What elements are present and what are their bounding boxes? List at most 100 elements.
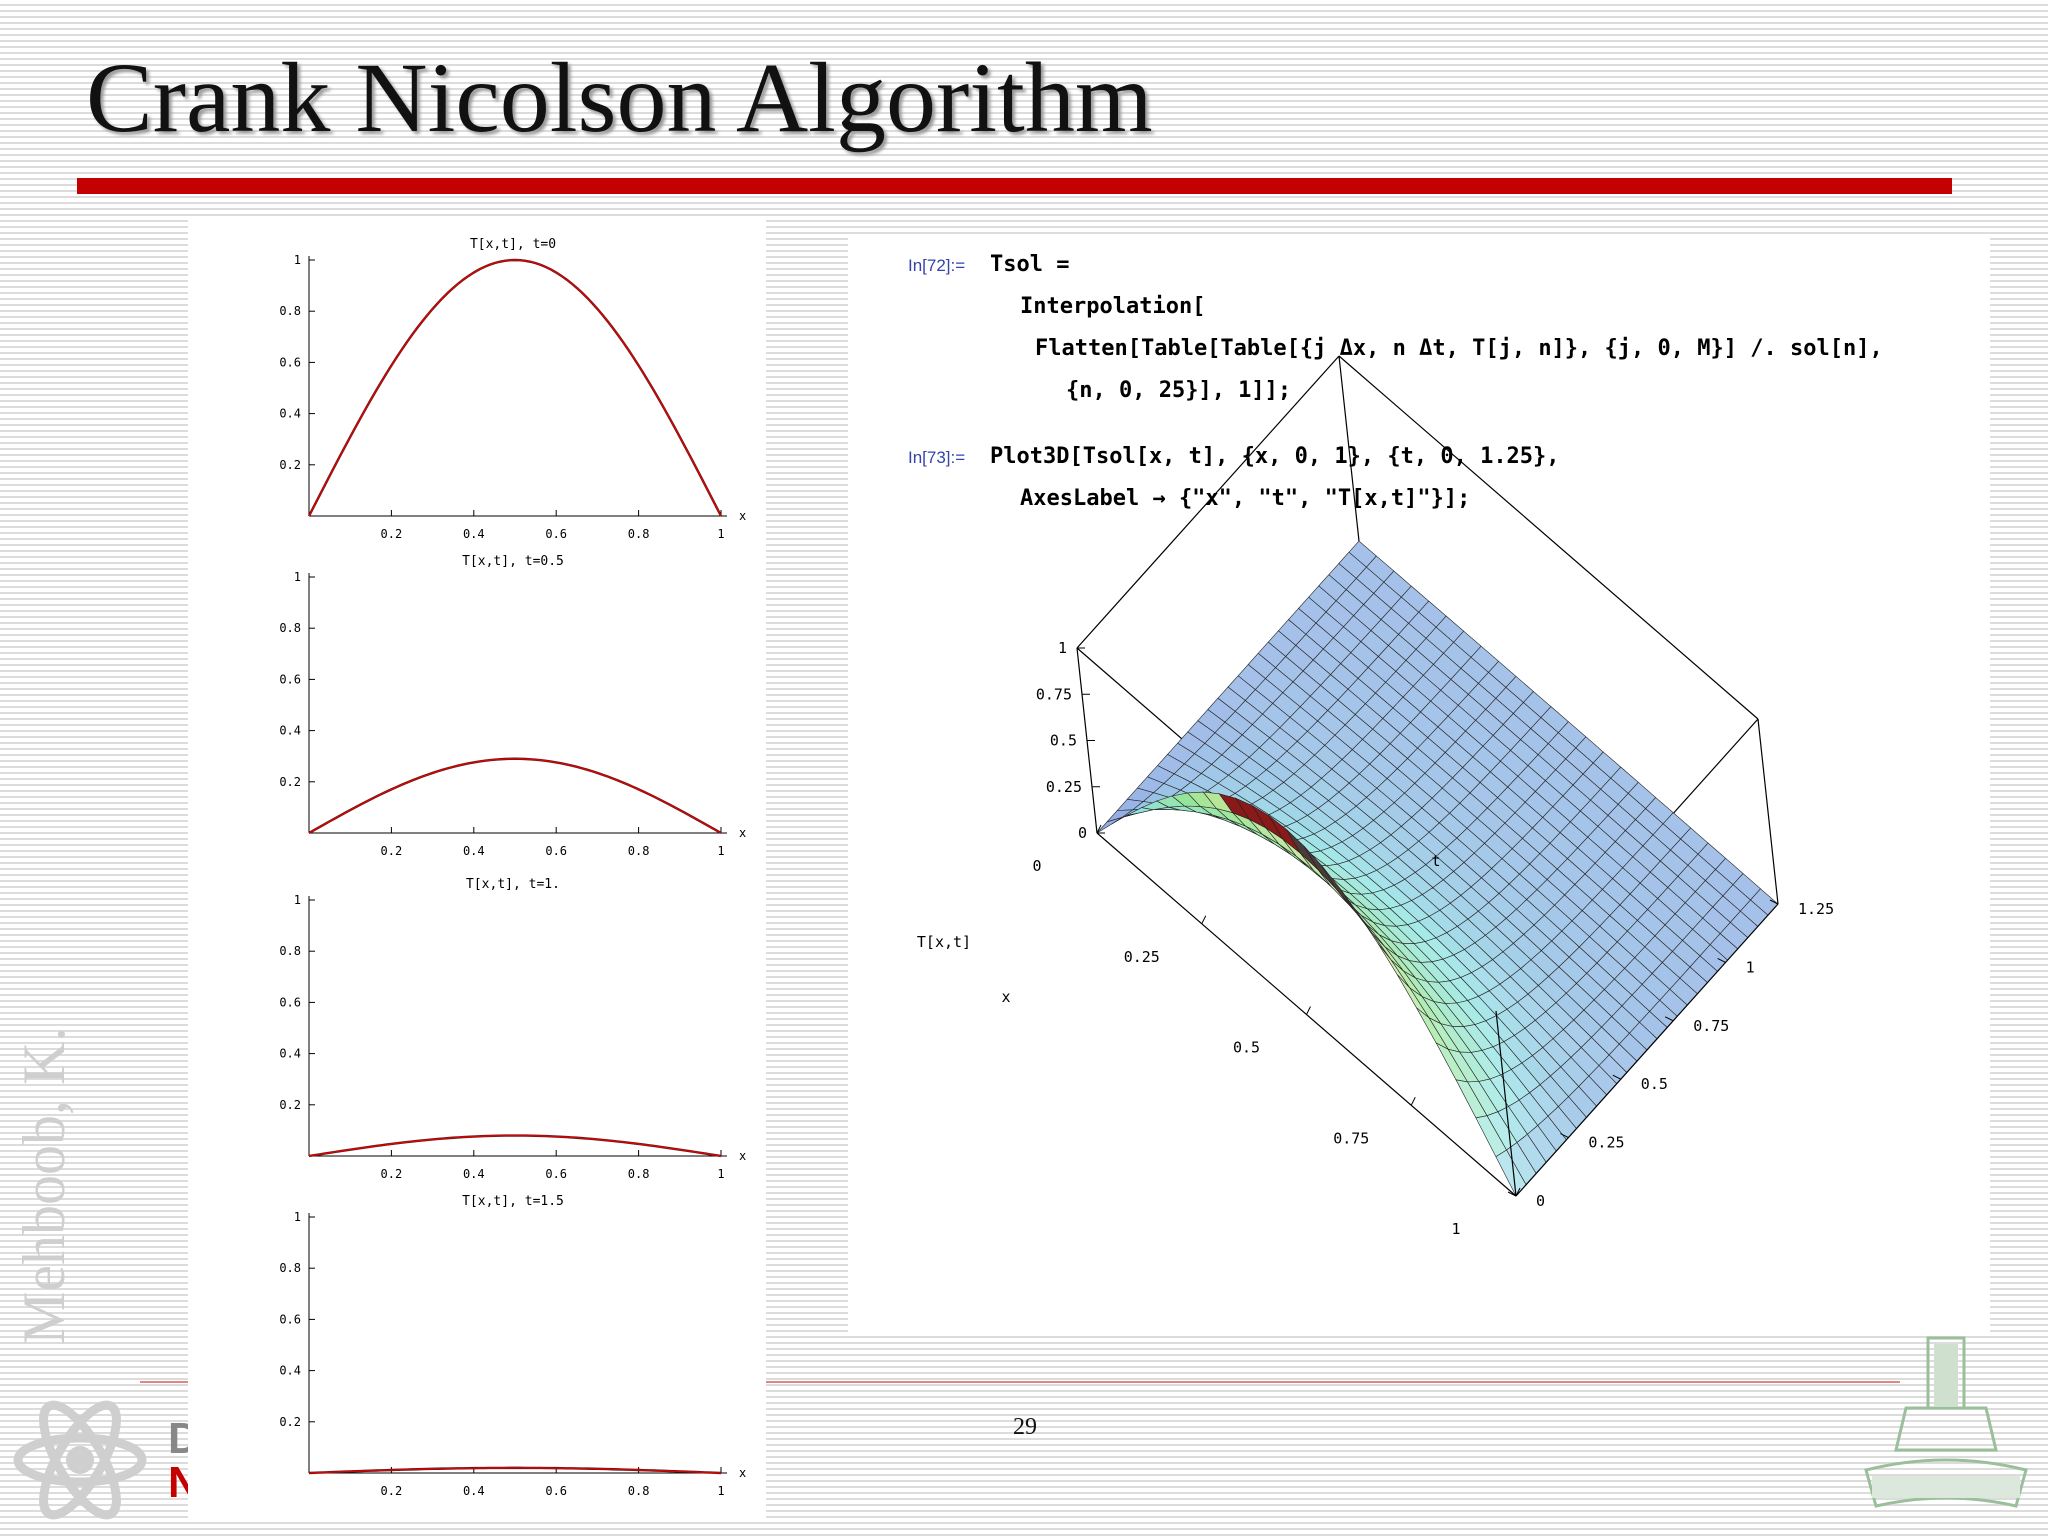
x-tick-label: 1 <box>717 844 724 858</box>
y-tick-label: 0.2 <box>279 775 301 789</box>
box-edge <box>1076 355 1340 649</box>
solution-curve <box>308 1467 722 1474</box>
x-tick-label: 0.8 <box>628 844 650 858</box>
z-axis-label: T[x,t] <box>917 933 971 951</box>
t-tick <box>1560 1133 1569 1139</box>
x-tick <box>1201 915 1207 924</box>
y-tick-label: 1 <box>294 253 301 267</box>
code-line: AxesLabel → {"x", "t", "T[x,t]"}]; <box>1020 486 1471 511</box>
y-tick-label: 0.6 <box>279 995 301 1009</box>
code-line: {n, 0, 25}], 1]]; <box>1066 378 1292 403</box>
x-tick-label: 0.5 <box>1233 1039 1260 1057</box>
x-tick-label: 0.8 <box>628 1484 650 1498</box>
y-tick-label: 0.2 <box>279 1415 301 1429</box>
x-tick <box>1410 1097 1416 1106</box>
chart-title: T[x,t], t=0 <box>470 237 556 252</box>
y-tick-label: 0.4 <box>279 1364 301 1378</box>
y-tick-label: 0.4 <box>279 724 301 738</box>
y-tick-label: 0.6 <box>279 672 301 686</box>
t-tick <box>1769 899 1779 905</box>
x-tick-label: 0.6 <box>545 1484 567 1498</box>
x-tick-label: 0.8 <box>628 527 650 541</box>
t-tick-label: 0.5 <box>1641 1075 1668 1093</box>
t-tick-label: 1 <box>1746 958 1755 976</box>
z-tick-label: 0 <box>1078 824 1087 842</box>
y-tick-label: 0.2 <box>279 1098 301 1112</box>
solution-curve <box>308 757 722 834</box>
box-edge <box>1338 355 1759 720</box>
x-tick-label: 0.4 <box>463 1167 485 1181</box>
university-emblem-icon <box>1864 1336 2028 1508</box>
z-tick-label: 1 <box>1058 639 1067 657</box>
t-tick <box>1507 1191 1517 1197</box>
x-tick-label: 0.4 <box>463 1484 485 1498</box>
x-tick-label: 0.25 <box>1124 948 1160 966</box>
x-tick-label: 1 <box>717 527 724 541</box>
x-tick <box>1306 1006 1311 1015</box>
x-tick-label: 0.6 <box>545 527 567 541</box>
x-tick-label: 0.75 <box>1333 1129 1369 1147</box>
solution-curve-dark <box>307 258 723 517</box>
x-axis-label: x <box>739 826 746 840</box>
x-tick-label: 0.4 <box>463 844 485 858</box>
footer-divider <box>140 1381 1900 1383</box>
x-tick-label: 0.2 <box>381 527 403 541</box>
x-tick <box>1096 824 1102 834</box>
temperature-slice-charts: T[x,t], t=0 0.2 0.4 0.6 0.8 1 0.2 0.4 0.6 0.8 1 x T[… <box>279 237 746 1498</box>
t-tick <box>1664 1016 1674 1022</box>
x-tick-label: 0.8 <box>628 1167 650 1181</box>
x-tick-label: 0.6 <box>545 1167 567 1181</box>
input-label-73: In[73]:= <box>908 448 966 467</box>
y-tick-label: 0.4 <box>279 1047 301 1061</box>
t-tick-label: 0.75 <box>1693 1017 1729 1035</box>
x-axis-label: x <box>1001 988 1010 1006</box>
t-tick-label: 0.25 <box>1588 1134 1624 1152</box>
z-tick-label: 0.25 <box>1046 778 1082 796</box>
x-tick-label: 0.2 <box>381 1484 403 1498</box>
code-line: Tsol = <box>990 252 1070 277</box>
y-tick-label: 0.6 <box>279 1312 301 1326</box>
solution-curve-dark <box>308 757 722 835</box>
input-label-72: In[72]:= <box>908 256 966 275</box>
page-number: 29 <box>1013 1414 1037 1440</box>
box-edge <box>1495 1010 1517 1197</box>
solution-curve <box>308 1134 722 1157</box>
surface-mesh <box>1096 540 1779 1197</box>
x-tick-label: 0.4 <box>463 527 485 541</box>
y-tick-label: 1 <box>294 893 301 907</box>
t-axis-label: t <box>1431 852 1440 870</box>
y-tick-label: 0.8 <box>279 1261 301 1275</box>
x-tick-label: 0.2 <box>381 844 403 858</box>
t-tick <box>1612 1074 1622 1080</box>
y-tick-label: 1 <box>294 570 301 584</box>
x-tick-label: 0.6 <box>545 844 567 858</box>
y-tick-label: 0.8 <box>279 304 301 318</box>
x-tick-label: 0 <box>1032 857 1041 875</box>
chart-title: T[x,t], t=1.5 <box>462 1194 564 1209</box>
surface-plot-3d: 0 0.25 0.5 0.75 1 x 0 0.25 0.5 0.75 1 1.25 t 0 0.25 0.5… <box>917 355 1834 1238</box>
solution-curve-dark <box>308 1134 722 1158</box>
mathematica-notebook-panel: In[72]:= Tsol = Interpolation[ Flatten[T… <box>848 236 1990 1334</box>
t-tick <box>1717 957 1726 963</box>
box-edge <box>1338 355 1360 542</box>
y-tick-label: 0.8 <box>279 944 301 958</box>
chart-title: T[x,t], t=1. <box>466 877 560 892</box>
slice-plots-panel: T[x,t], t=0 0.2 0.4 0.6 0.8 1 0.2 0.4 0.6 0.8 1 x T[… <box>188 218 766 1518</box>
x-tick-label: 1 <box>717 1167 724 1181</box>
x-tick-label: 1 <box>1451 1220 1460 1238</box>
chart-title: T[x,t], t=0.5 <box>462 554 564 569</box>
y-tick-label: 0.6 <box>279 355 301 369</box>
x-axis-label: x <box>739 1149 746 1163</box>
box-edge <box>1757 718 1779 905</box>
z-tick-label: 0.75 <box>1036 685 1072 703</box>
z-tick-label: 0.5 <box>1050 732 1077 750</box>
y-tick-label: 0.8 <box>279 621 301 635</box>
title-underline <box>77 178 1952 194</box>
slide-title: Crank Nicolson Algorithm <box>86 42 1153 153</box>
code-line: Plot3D[Tsol[x, t], {x, 0, 1}, {t, 0, 1.2… <box>990 444 1560 469</box>
x-tick-label: 1 <box>717 1484 724 1498</box>
solution-curve <box>308 259 722 517</box>
t-tick-label: 0 <box>1536 1192 1545 1210</box>
box-edge <box>1515 903 1779 1197</box>
y-tick-label: 0.2 <box>279 458 301 472</box>
